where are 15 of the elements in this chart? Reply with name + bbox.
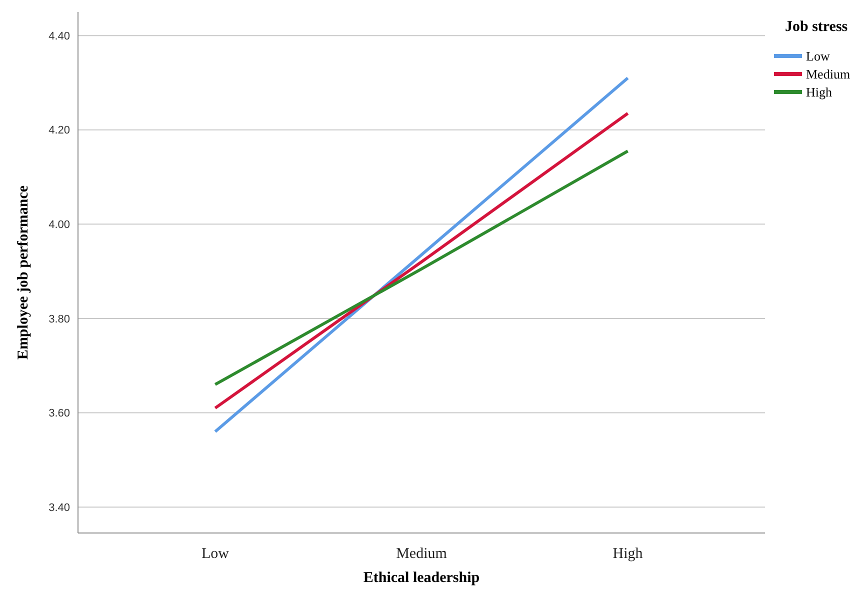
x-axis-title: Ethical leadership bbox=[363, 570, 480, 586]
y-tick-label: 3.40 bbox=[48, 502, 70, 514]
y-tick-label: 4.20 bbox=[48, 124, 70, 137]
y-axis-title: Employee job performance bbox=[15, 185, 32, 360]
y-tick-label: 4.40 bbox=[48, 30, 70, 42]
legend-label: High bbox=[806, 84, 832, 100]
legend-title: Job stress bbox=[785, 19, 848, 35]
legend-label: Medium bbox=[806, 66, 850, 82]
x-tick-label: Medium bbox=[396, 546, 448, 562]
y-tick-label: 4.00 bbox=[48, 219, 70, 232]
y-tick-label: 3.60 bbox=[48, 408, 70, 420]
x-tick-label: High bbox=[612, 546, 644, 562]
x-tick-label: Low bbox=[201, 546, 230, 562]
y-tick-label: 3.80 bbox=[48, 313, 70, 326]
legend-label: Low bbox=[806, 48, 830, 64]
